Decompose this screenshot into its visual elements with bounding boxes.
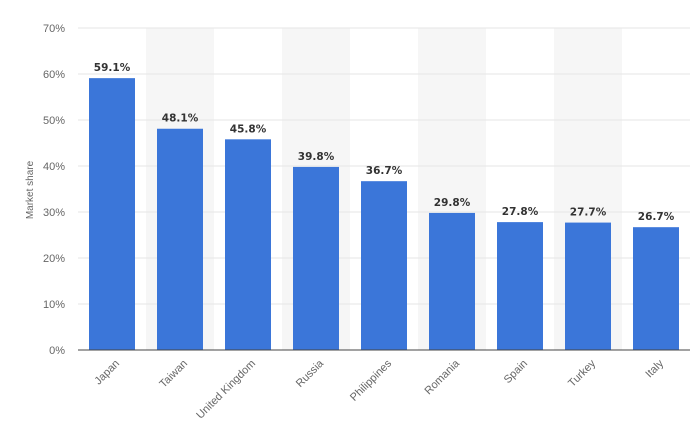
bar-spain[interactable]: [497, 222, 543, 350]
data-label: 48.1%: [162, 113, 199, 125]
data-label: 36.7%: [366, 165, 403, 177]
bar-united-kingdom[interactable]: [225, 139, 271, 350]
x-tick-label: Turkey: [566, 357, 598, 389]
y-tick-label: 50%: [43, 115, 65, 127]
y-tick-label: 0%: [49, 345, 65, 357]
x-tick-label: Taiwan: [157, 358, 190, 391]
data-label: 26.7%: [638, 211, 675, 223]
data-label: 45.8%: [230, 123, 267, 135]
bar-romania[interactable]: [429, 212, 475, 350]
data-label: 27.7%: [570, 207, 607, 219]
bar-japan[interactable]: [89, 78, 135, 350]
x-tick-label: Romania: [423, 357, 463, 397]
y-tick-label: 20%: [43, 253, 65, 265]
x-tick-label: Spain: [502, 358, 530, 386]
data-label: 27.8%: [502, 206, 539, 218]
y-tick-label: 10%: [43, 299, 65, 311]
bar-russia[interactable]: [293, 166, 339, 350]
y-tick-label: 40%: [43, 161, 65, 173]
data-label: 29.8%: [434, 197, 471, 209]
y-axis-title: Market share: [25, 160, 36, 219]
y-tick-label: 60%: [43, 69, 65, 81]
data-labels: 59.1% 48.1% 45.8% 39.8% 36.7% 29.8% 27.8% 27.7%…: [94, 62, 675, 223]
x-axis-labels: Japan Taiwan United Kingdom Russia Philippin…: [92, 357, 666, 421]
bar-italy[interactable]: [633, 227, 679, 350]
y-tick-label: 30%: [43, 207, 65, 219]
y-tick-label: 70%: [43, 23, 65, 35]
bar-philippines[interactable]: [361, 181, 407, 350]
x-tick-label: Russia: [294, 357, 327, 390]
x-tick-label: Japan: [92, 358, 122, 388]
x-tick-label: United Kingdom: [194, 358, 258, 422]
bars: [89, 78, 679, 350]
bar-turkey[interactable]: [565, 222, 611, 350]
y-axis-ticks: 0% 10% 20% 30% 40% 50% 60% 70%: [43, 23, 65, 357]
x-tick-label: Italy: [643, 357, 666, 380]
data-label: 39.8%: [298, 151, 335, 163]
x-tick-label: Philippines: [348, 357, 394, 403]
bar-taiwan[interactable]: [157, 128, 203, 350]
data-label: 59.1%: [94, 62, 131, 74]
